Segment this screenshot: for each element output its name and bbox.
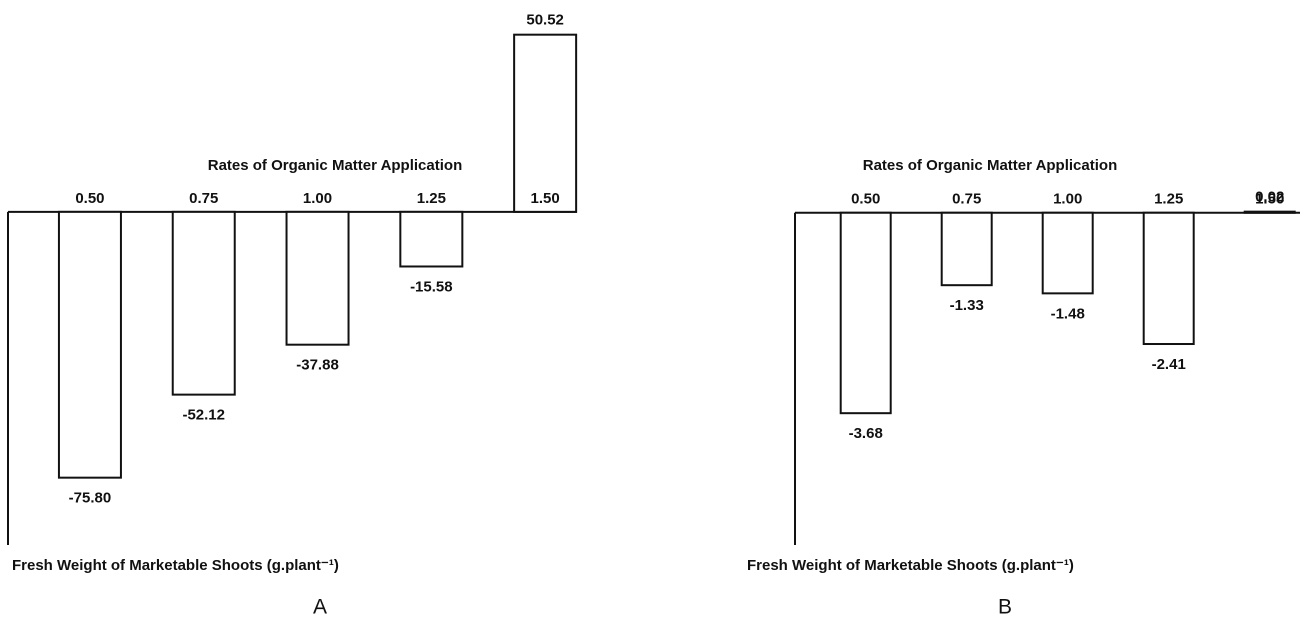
panel: A	[313, 596, 327, 619]
category-label: 0.50	[75, 190, 104, 207]
value-label: -1.48	[1051, 305, 1085, 322]
value-label: -2.41	[1152, 356, 1186, 373]
category-label: 0.50	[851, 191, 880, 208]
bar	[1041, 211, 1094, 295]
category-label: 1.25	[1154, 191, 1183, 208]
value-label: -37.88	[296, 357, 339, 374]
bar	[57, 210, 122, 479]
bar	[940, 211, 993, 287]
x-axis-label: Rates of Organic Matter Application	[863, 157, 1117, 174]
category-label: 1.00	[1053, 191, 1082, 208]
category-label: 1.50	[1255, 191, 1284, 208]
value-label: -52.12	[182, 407, 225, 424]
y-axis-label: Fresh Weight of Marketable Shoots (g.pla…	[12, 557, 339, 574]
category-label: 0.75	[952, 191, 981, 208]
bar	[399, 210, 464, 268]
bar	[513, 33, 578, 213]
category-label: 1.50	[531, 190, 560, 207]
value-label: -3.68	[849, 425, 883, 442]
panel: B	[998, 596, 1012, 619]
category-label: 0.75	[189, 190, 218, 207]
value-label: -1.33	[950, 297, 984, 314]
x-axis-label: Rates of Organic Matter Application	[208, 157, 462, 174]
category-label: 1.25	[417, 190, 446, 207]
category-label: 1.00	[303, 190, 332, 207]
bar	[285, 210, 350, 346]
value-label: 50.52	[526, 12, 564, 29]
y-axis-label: Fresh Weight of Marketable Shoots (g.pla…	[747, 557, 1074, 574]
value-label: -15.58	[410, 278, 453, 295]
bar	[1243, 210, 1296, 214]
bar	[1142, 211, 1195, 346]
bar	[839, 211, 892, 415]
bar	[171, 210, 236, 396]
value-label: 0.02	[1255, 189, 1284, 206]
value-label: -75.80	[69, 490, 112, 507]
